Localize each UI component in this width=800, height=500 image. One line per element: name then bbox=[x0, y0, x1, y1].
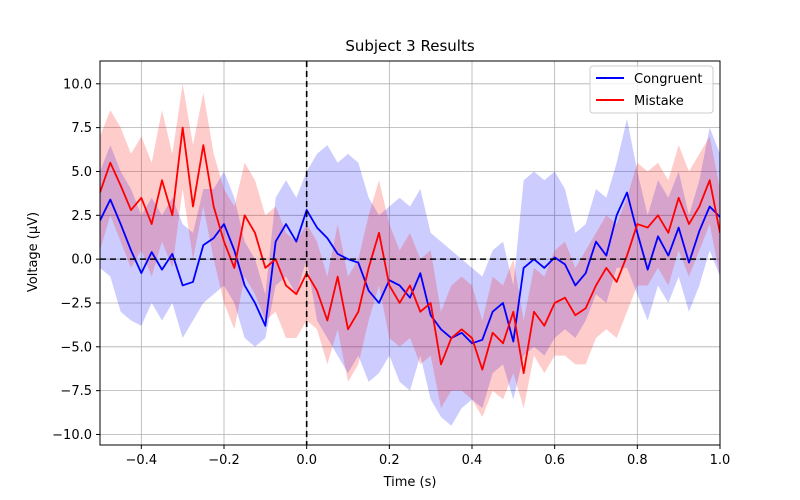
line-mistake bbox=[100, 126, 720, 375]
y-tick-label: −5.0 bbox=[60, 340, 92, 355]
legend: Congruent Mistake bbox=[589, 65, 714, 114]
y-tick-label: 0.0 bbox=[71, 253, 92, 268]
x-tick-label: −0.2 bbox=[208, 453, 240, 468]
x-tick-label: 0.0 bbox=[296, 453, 317, 468]
legend-label-mistake: Mistake bbox=[634, 94, 684, 109]
x-tick-label: 0.4 bbox=[462, 453, 483, 468]
axes-frame bbox=[99, 60, 721, 446]
legend-label-congruent: Congruent bbox=[634, 72, 702, 87]
series-group bbox=[100, 61, 720, 445]
x-tick-label: −0.4 bbox=[126, 453, 158, 468]
band-congruent bbox=[100, 118, 720, 426]
plot-area: −0.4 −0.2 0.0 0.2 0.4 0.6 0.8 1.0 −10.0 −7.5 −5.0 −… bbox=[52, 60, 731, 468]
y-tick-label: 2.5 bbox=[71, 209, 92, 224]
y-tick-label: 7.5 bbox=[71, 121, 92, 136]
line-congruent bbox=[100, 191, 720, 345]
x-tick-label: 0.2 bbox=[379, 453, 400, 468]
x-axis-title: Time (s) bbox=[383, 475, 437, 490]
y-tick-label: −7.5 bbox=[60, 384, 92, 399]
y-axis-title: Voltage (μV) bbox=[26, 212, 41, 292]
y-tick-label: 10.0 bbox=[63, 77, 92, 92]
x-tick-label: 1.0 bbox=[710, 453, 731, 468]
x-tick-label: 0.8 bbox=[627, 453, 648, 468]
chart-title: Subject 3 Results bbox=[345, 37, 475, 55]
band-mistake bbox=[100, 83, 720, 417]
y-tick-label: 5.0 bbox=[71, 165, 92, 180]
y-tick-label: −2.5 bbox=[60, 296, 92, 311]
x-tick-label: 0.6 bbox=[544, 453, 565, 468]
y-tick-label: −10.0 bbox=[52, 428, 92, 443]
